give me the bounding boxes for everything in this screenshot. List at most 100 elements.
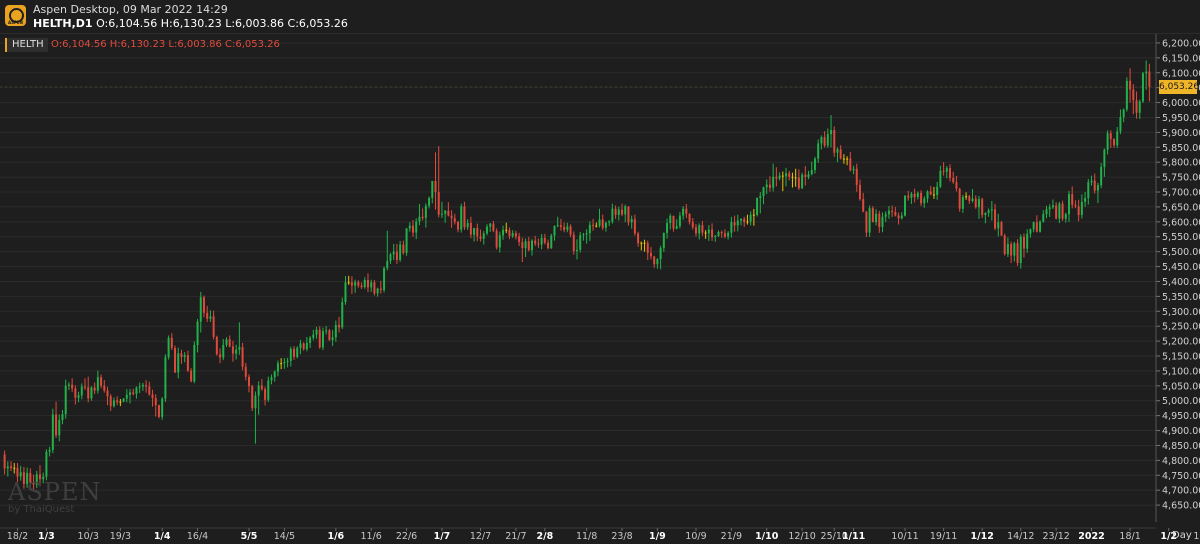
candle-body xyxy=(125,394,128,399)
candle xyxy=(157,404,160,419)
y-tick-label: 5,850.00 xyxy=(1162,143,1200,154)
candle-body xyxy=(688,213,691,223)
candle-body xyxy=(952,178,955,183)
candle xyxy=(547,239,550,250)
candle-body xyxy=(588,224,591,234)
candle xyxy=(48,446,51,457)
candle-body xyxy=(878,213,881,227)
candle xyxy=(405,228,408,256)
candle xyxy=(704,230,707,239)
candle-body xyxy=(653,256,656,265)
candle xyxy=(122,398,125,403)
candle xyxy=(202,295,205,318)
candle-body xyxy=(19,472,22,477)
candle-body xyxy=(997,222,1000,229)
candle-body xyxy=(479,236,482,239)
candle xyxy=(1048,204,1051,218)
candle-body xyxy=(1071,194,1074,205)
candle xyxy=(109,394,112,411)
legend-symbol-tag[interactable]: HELTH xyxy=(5,38,48,52)
candle-body xyxy=(161,398,164,417)
candle xyxy=(51,408,54,454)
y-tick-label: 4,850.00 xyxy=(1162,441,1200,452)
candle xyxy=(270,374,273,385)
candle-body xyxy=(437,192,440,215)
candle-body xyxy=(926,191,929,199)
candle-body xyxy=(473,228,476,235)
candle-body xyxy=(80,386,83,396)
candle-body xyxy=(1022,236,1025,249)
candle-body xyxy=(29,472,32,483)
candle xyxy=(379,280,382,294)
candle-body xyxy=(1106,133,1109,150)
candle xyxy=(900,212,903,220)
candle xyxy=(222,339,225,361)
candles xyxy=(3,60,1151,490)
candle-body xyxy=(701,225,704,233)
candle xyxy=(598,208,601,228)
candle-body xyxy=(617,209,620,215)
candle-body xyxy=(318,329,321,348)
x-tick-label: 10/2 xyxy=(1193,531,1200,542)
candle-body xyxy=(842,158,845,160)
x-tick-label: 1/2 xyxy=(1160,531,1177,542)
candle xyxy=(1093,173,1096,194)
candle-body xyxy=(289,348,292,361)
candle xyxy=(286,357,289,368)
candle-body xyxy=(170,337,173,348)
candle-body xyxy=(1064,214,1067,219)
candle-body xyxy=(855,168,858,185)
candle xyxy=(392,243,395,261)
y-tick-label: 5,700.00 xyxy=(1162,188,1200,199)
candle-body xyxy=(167,337,170,358)
candle-body xyxy=(206,312,209,319)
candle xyxy=(482,231,485,245)
candle-body xyxy=(180,353,183,357)
candle-body xyxy=(547,242,550,249)
candle xyxy=(556,216,559,228)
candle-body xyxy=(193,344,196,382)
candle-body xyxy=(463,206,466,228)
candle xyxy=(84,378,86,391)
candle xyxy=(199,291,202,333)
candle-body xyxy=(186,355,189,371)
candle-body xyxy=(58,420,61,436)
candle-body xyxy=(1145,71,1148,74)
candle xyxy=(833,126,836,157)
candle xyxy=(778,172,781,181)
candle xyxy=(492,220,495,233)
candle xyxy=(1077,199,1080,222)
candle-body xyxy=(498,235,501,248)
candle xyxy=(775,167,778,187)
candle xyxy=(788,170,791,181)
candle xyxy=(936,181,939,200)
candle xyxy=(363,277,366,289)
candle-body xyxy=(1087,182,1090,198)
x-tick-label: 18/2 xyxy=(7,531,28,542)
candle-body xyxy=(399,244,402,261)
candle-body xyxy=(929,191,932,195)
x-tick-label: 21/9 xyxy=(721,531,742,542)
candle xyxy=(132,388,135,396)
candle-body xyxy=(756,197,759,215)
candle xyxy=(444,209,447,223)
candle xyxy=(534,235,537,246)
candle-body xyxy=(366,279,369,288)
candle xyxy=(611,203,614,224)
candle-body xyxy=(1093,180,1096,191)
candle-body xyxy=(424,205,427,218)
candle xyxy=(38,465,41,487)
candle-body xyxy=(199,297,202,322)
candle-body xyxy=(334,325,337,338)
candle-body xyxy=(183,355,186,357)
candle xyxy=(77,391,80,403)
timeframe-label[interactable]: Day xyxy=(1172,530,1192,541)
candle-body xyxy=(1077,206,1080,215)
candle-body xyxy=(42,476,45,480)
candle xyxy=(698,223,701,240)
candle-body xyxy=(939,170,942,187)
candle xyxy=(431,180,434,204)
candle xyxy=(29,468,32,487)
candle xyxy=(842,154,845,164)
